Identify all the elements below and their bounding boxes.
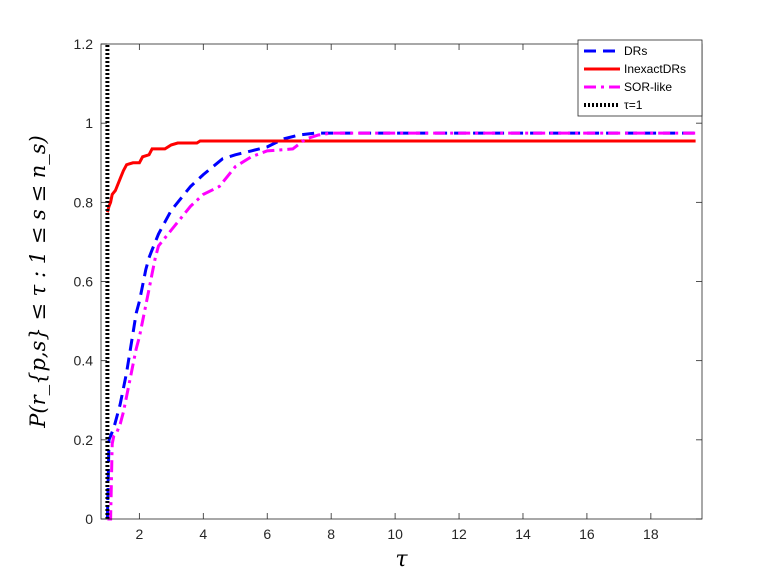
x-axis-label: τ (395, 547, 408, 572)
series-line-sor-like (107, 131, 696, 521)
x-tick-label: 12 (451, 526, 467, 542)
y-tick-label: 0 (85, 511, 93, 527)
y-tick-label: 0.2 (74, 432, 94, 448)
y-tick-label: 0.8 (74, 194, 94, 210)
y-tick-label: 1 (85, 115, 93, 131)
ticks: 2 4 6 8 10 12 14 16 18 0 0.2 0.4 0.6 0.8 1 1.2 (74, 36, 702, 542)
series-line-drs (105, 131, 696, 520)
y-tick-label: 0.6 (74, 274, 94, 290)
legend-label-1: τ=1 (624, 98, 643, 112)
legend-label-inexactdrs: InexactDRs (624, 62, 686, 76)
x-tick-label: 2 (135, 526, 143, 542)
legend: DRs InexactDRs SOR-like τ=1 (577, 39, 703, 117)
x-tick-label: 18 (643, 526, 659, 542)
plot-lines (105, 44, 696, 521)
y-axis-label: P(r_{p,s} ≤ τ : 1 ≤ s ≤ n_s) (26, 135, 50, 429)
x-tick-label: 6 (263, 526, 271, 542)
x-tick-label: 14 (515, 526, 531, 542)
x-tick-label: 4 (199, 526, 207, 542)
legend-label-drs: DRs (624, 44, 647, 58)
x-tick-label: 8 (327, 526, 335, 542)
x-tick-label: 16 (579, 526, 595, 542)
y-tick-label: 0.4 (74, 353, 94, 369)
x-tick-label: 10 (387, 526, 403, 542)
legend-label-sor-like: SOR-like (624, 80, 672, 94)
series-line-inexactdrs (105, 139, 696, 213)
y-tick-label: 1.2 (74, 36, 94, 52)
legend-box (577, 39, 703, 117)
